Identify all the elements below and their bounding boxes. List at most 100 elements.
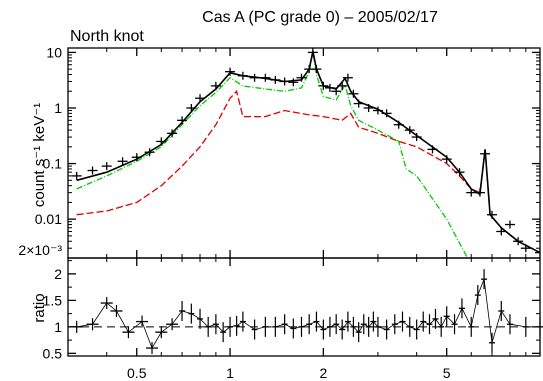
ratio-point bbox=[262, 316, 269, 337]
ratio-point bbox=[100, 297, 113, 310]
data-point bbox=[260, 73, 271, 82]
ratio-y-tick-label: 2 bbox=[54, 266, 62, 282]
ratio-point bbox=[498, 300, 505, 321]
ratio-point bbox=[70, 320, 83, 333]
data-point bbox=[404, 126, 415, 135]
ratio-point bbox=[166, 318, 179, 331]
ratio-point bbox=[205, 316, 212, 337]
ratio-point bbox=[110, 304, 123, 317]
data-point bbox=[381, 109, 392, 118]
y-tick-label: 2×10⁻³ bbox=[18, 242, 62, 258]
data-point bbox=[296, 73, 307, 82]
data-point bbox=[87, 166, 98, 175]
data-point bbox=[363, 103, 374, 112]
y-tick-label: 1 bbox=[54, 100, 62, 116]
data-point bbox=[237, 71, 248, 80]
ratio-point bbox=[220, 322, 227, 343]
ratio-point bbox=[298, 316, 305, 337]
y-tick-label: 10 bbox=[46, 44, 62, 60]
ratio-point bbox=[391, 314, 398, 335]
x-tick-label: 2 bbox=[319, 365, 327, 381]
data-point bbox=[474, 188, 485, 197]
ratio-point bbox=[339, 319, 346, 340]
ratio-point bbox=[537, 316, 543, 337]
ratio-y-tick-label: 0.5 bbox=[43, 345, 63, 361]
ratio-point bbox=[451, 314, 458, 335]
data-point bbox=[144, 148, 155, 157]
data-point bbox=[331, 87, 342, 96]
ratio-point bbox=[350, 316, 357, 337]
ratio-point bbox=[155, 326, 168, 339]
data-point bbox=[486, 210, 497, 219]
spectrum-panel: 10 1 0.1 0.01 2×10⁻³ bbox=[18, 44, 541, 259]
ratio-point bbox=[481, 269, 488, 290]
data-point bbox=[480, 149, 491, 158]
ratio-point bbox=[406, 316, 413, 337]
ratio-point bbox=[313, 311, 320, 332]
ratio-points-group bbox=[70, 269, 543, 355]
data-point bbox=[520, 244, 531, 253]
ratio-point bbox=[413, 319, 420, 340]
ratio-point bbox=[320, 319, 327, 340]
ratio-point bbox=[179, 300, 186, 321]
ratio-point bbox=[212, 314, 219, 335]
top-y-axis-label: count s⁻¹ keV⁻¹ bbox=[31, 103, 48, 207]
data-point bbox=[342, 73, 353, 82]
ratio-point bbox=[468, 316, 475, 337]
spectrum-frame bbox=[67, 47, 541, 259]
data-point bbox=[195, 94, 206, 103]
ratio-point bbox=[146, 342, 159, 355]
data-point bbox=[288, 78, 299, 87]
data-point bbox=[496, 227, 507, 236]
data-point bbox=[167, 129, 178, 138]
ratio-y-tick-label: 1.5 bbox=[43, 292, 63, 308]
data-point bbox=[270, 75, 281, 84]
data-point bbox=[71, 171, 82, 180]
data-point bbox=[535, 248, 540, 257]
ratio-point bbox=[522, 316, 529, 337]
ratio-point bbox=[227, 316, 234, 337]
ratio-point bbox=[488, 332, 495, 353]
ratio-point bbox=[370, 311, 377, 332]
red-component-line bbox=[76, 89, 540, 254]
y-tick-label: 0.1 bbox=[43, 156, 63, 172]
data-point bbox=[225, 67, 236, 76]
data-point bbox=[513, 237, 524, 246]
data-point bbox=[348, 89, 359, 98]
data-point bbox=[454, 168, 465, 177]
ratio-point bbox=[281, 314, 288, 335]
data-point bbox=[156, 137, 167, 146]
data-point bbox=[393, 120, 404, 129]
ratio-point bbox=[432, 308, 439, 329]
ratio-point bbox=[420, 311, 427, 332]
x-tick-label: 1 bbox=[226, 365, 234, 381]
data-point bbox=[466, 188, 477, 197]
ratio-point bbox=[355, 322, 362, 343]
data-point bbox=[441, 155, 452, 164]
ratio-point bbox=[272, 316, 279, 337]
data-point bbox=[131, 153, 142, 162]
chart-subtitle: North knot bbox=[70, 28, 144, 45]
ratio-point bbox=[458, 298, 465, 319]
data-point bbox=[411, 133, 422, 142]
data-point bbox=[504, 220, 515, 229]
data-point bbox=[372, 106, 383, 115]
data-point bbox=[324, 83, 335, 92]
ratio-panel: 0.5 1 2 5 0.5 1 1.5 2 bbox=[43, 257, 543, 381]
x-tick-label: 0.5 bbox=[127, 365, 147, 381]
green-component-line bbox=[76, 52, 469, 258]
ratio-point bbox=[251, 319, 258, 340]
ratio-point bbox=[399, 311, 406, 332]
ratio-point bbox=[506, 314, 513, 335]
data-point bbox=[249, 73, 260, 82]
chart-title: Cas A (PC grade 0) – 2005/02/17 bbox=[202, 9, 438, 26]
bottom-y-axis-label: ratio bbox=[31, 293, 48, 322]
ratio-point bbox=[188, 303, 195, 324]
data-point bbox=[101, 162, 112, 171]
ratio-trace bbox=[76, 279, 540, 350]
ratio-point bbox=[197, 308, 204, 329]
data-point bbox=[307, 48, 318, 57]
ratio-point bbox=[333, 314, 340, 335]
ratio-point bbox=[365, 316, 372, 337]
